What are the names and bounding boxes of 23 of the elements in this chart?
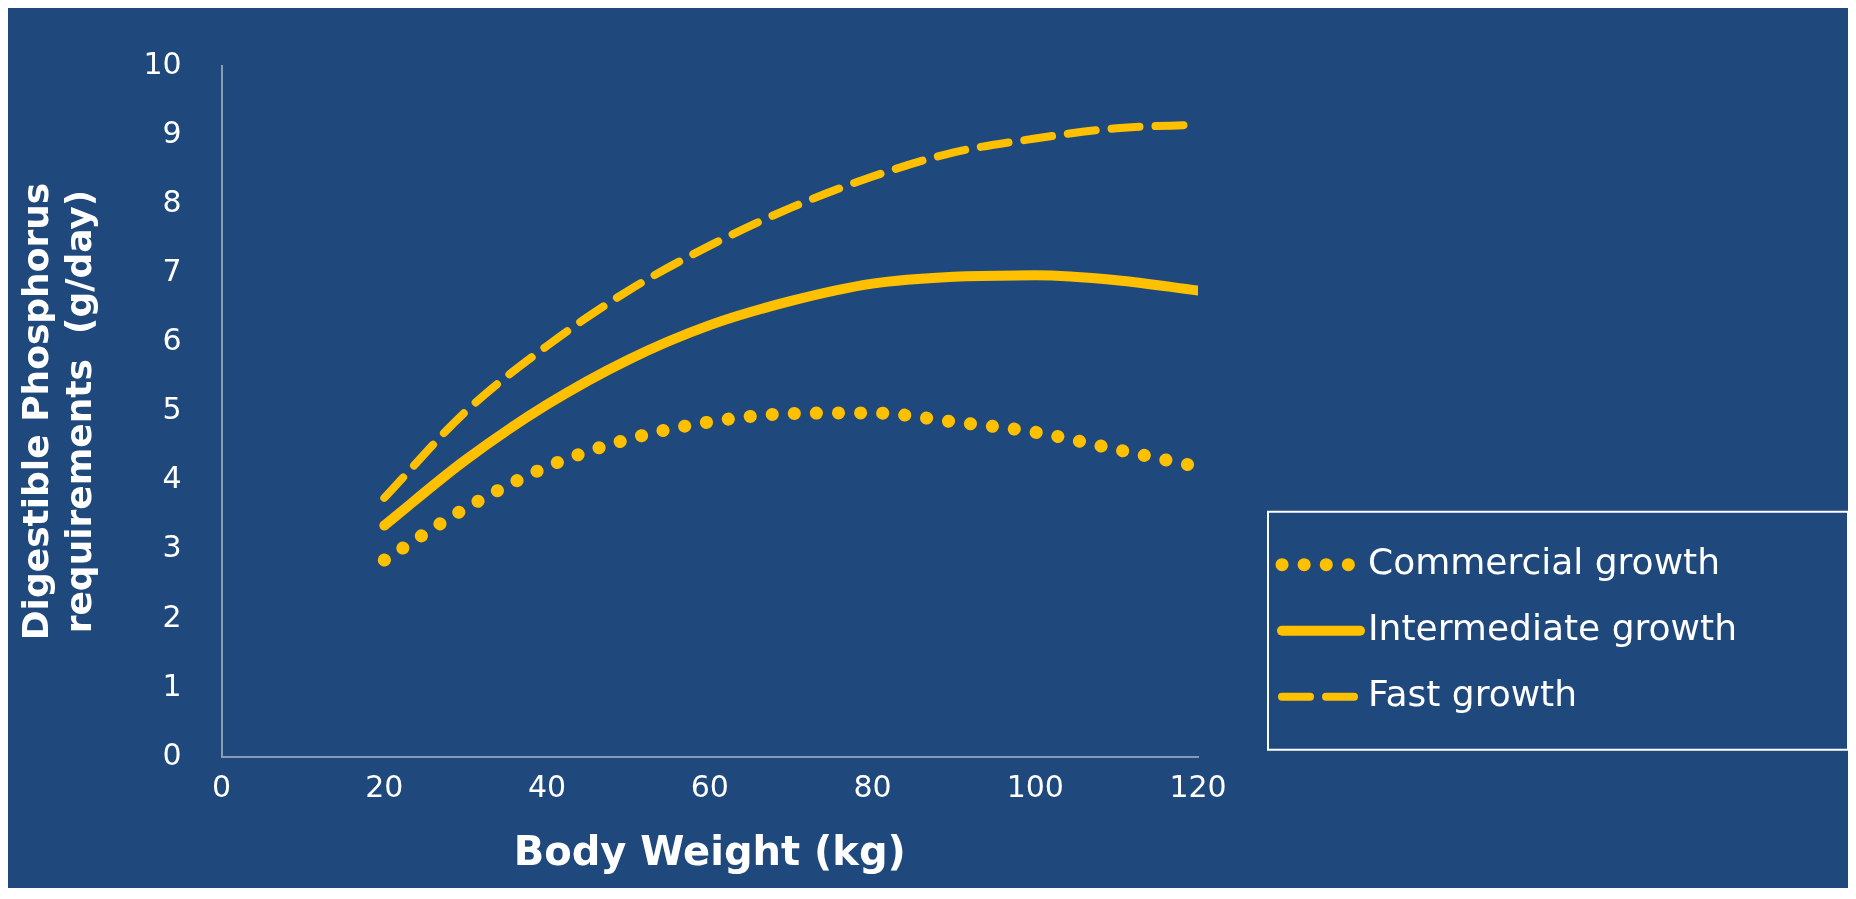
legend-label: Fast growth [1368, 673, 1578, 715]
y-tick-label: 8 [162, 184, 182, 219]
x-tick-label: 20 [365, 768, 404, 804]
y-tick-label: 9 [162, 114, 182, 150]
legend-label: Commercial growth [1368, 541, 1721, 583]
x-tick-label: 40 [527, 768, 567, 804]
y-tick-label: 7 [162, 253, 182, 289]
x-tick-label: 0 [212, 768, 232, 804]
legend-label: Intermediate growth [1368, 607, 1737, 649]
y-tick-label: 3 [162, 529, 182, 565]
x-tick-label: 80 [853, 768, 892, 804]
x-tick-label: 60 [690, 768, 729, 804]
y-tick-label: 1 [162, 667, 182, 703]
x-tick-label: 100 [1006, 768, 1064, 804]
y-tick-label: 6 [162, 322, 182, 358]
y-tick-label: 0 [162, 736, 182, 772]
y-tick-label: 2 [162, 598, 182, 634]
y-tick-label: 10 [143, 45, 182, 81]
x-axis-title: Body Weight (kg) [513, 828, 906, 875]
y-tick-label: 4 [162, 460, 182, 496]
y-tick-label: 5 [162, 391, 182, 427]
x-tick-label: 120 [1169, 768, 1227, 804]
y-axis-title: Digestible Phosphorus requirements (g/day) [14, 182, 100, 641]
